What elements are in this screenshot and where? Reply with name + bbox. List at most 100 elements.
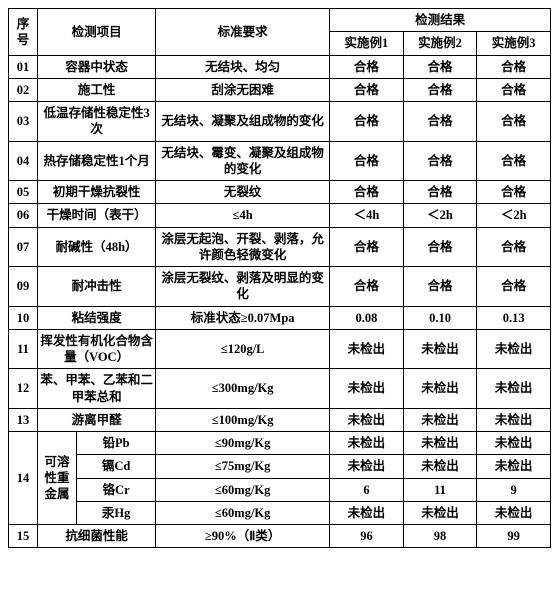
cell-v3: 合格: [477, 141, 551, 181]
cell-seq: 09: [9, 267, 38, 307]
cell-v1: 96: [330, 525, 404, 548]
cell-req: 无裂纹: [156, 181, 330, 204]
cell-group: 可溶性重金属: [37, 432, 76, 525]
table-row: 11 挥发性有机化合物含量（VOC） ≤120g/L 未检出 未检出 未检出: [9, 329, 551, 369]
cell-req: ≤60mg/Kg: [156, 478, 330, 501]
table-row: 09 耐冲击性 涂层无裂纹、剥落及明显的变化 合格 合格 合格: [9, 267, 551, 307]
cell-v1: 未检出: [330, 501, 404, 524]
cell-req: ≥90%（Ⅱ类）: [156, 525, 330, 548]
cell-seq: 12: [9, 369, 38, 409]
cell-v1: 合格: [330, 227, 404, 267]
cell-req: 刮涂无困难: [156, 78, 330, 101]
cell-seq: 15: [9, 525, 38, 548]
cell-item: 汞Hg: [77, 501, 156, 524]
cell-seq: 06: [9, 204, 38, 227]
cell-item: 施工性: [37, 78, 155, 101]
cell-v1: 未检出: [330, 369, 404, 409]
table-row: 铬Cr ≤60mg/Kg 6 11 9: [9, 478, 551, 501]
cell-v1: 未检出: [330, 455, 404, 478]
cell-v2: 合格: [403, 55, 477, 78]
cell-v1: 合格: [330, 267, 404, 307]
cell-v2: 未检出: [403, 455, 477, 478]
cell-item: 铅Pb: [77, 432, 156, 455]
cell-req: ≤90mg/Kg: [156, 432, 330, 455]
cell-v1: 未检出: [330, 432, 404, 455]
cell-v2: 合格: [403, 181, 477, 204]
cell-v2: 11: [403, 478, 477, 501]
cell-v1: 未检出: [330, 408, 404, 431]
header-item: 检测项目: [37, 9, 155, 56]
inspection-table: 序号 检测项目 标准要求 检测结果 实施例1 实施例2 实施例3 01 容器中状…: [8, 8, 551, 548]
table-row: 12 苯、甲苯、乙苯和二甲苯总和 ≤300mg/Kg 未检出 未检出 未检出: [9, 369, 551, 409]
cell-v2: 未检出: [403, 501, 477, 524]
cell-item: 游离甲醛: [37, 408, 155, 431]
table-row: 01 容器中状态 无结块、均匀 合格 合格 合格: [9, 55, 551, 78]
cell-v1: 0.08: [330, 306, 404, 329]
cell-v1: 合格: [330, 141, 404, 181]
header-req: 标准要求: [156, 9, 330, 56]
cell-v2: 未检出: [403, 369, 477, 409]
cell-v1: 未检出: [330, 329, 404, 369]
cell-item: 热存储稳定性1个月: [37, 141, 155, 181]
cell-seq: 14: [9, 432, 38, 525]
cell-req: ≤60mg/Kg: [156, 501, 330, 524]
cell-v1: ＜4h: [330, 204, 404, 227]
cell-v2: ＜2h: [403, 204, 477, 227]
table-row: 05 初期干燥抗裂性 无裂纹 合格 合格 合格: [9, 181, 551, 204]
cell-req: ≤300mg/Kg: [156, 369, 330, 409]
cell-item: 容器中状态: [37, 55, 155, 78]
cell-req: 涂层无裂纹、剥落及明显的变化: [156, 267, 330, 307]
table-row: 镉Cd ≤75mg/Kg 未检出 未检出 未检出: [9, 455, 551, 478]
cell-v2: 合格: [403, 267, 477, 307]
table-row: 10 粘结强度 标准状态≥0.07Mpa 0.08 0.10 0.13: [9, 306, 551, 329]
cell-item: 低温存储性稳定性3次: [37, 102, 155, 142]
cell-v2: 未检出: [403, 432, 477, 455]
cell-v3: 未检出: [477, 369, 551, 409]
cell-v3: 合格: [477, 227, 551, 267]
cell-v3: 合格: [477, 267, 551, 307]
table-row: 汞Hg ≤60mg/Kg 未检出 未检出 未检出: [9, 501, 551, 524]
cell-v3: 合格: [477, 78, 551, 101]
table-row: 04 热存储稳定性1个月 无结块、霉变、凝聚及组成物的变化 合格 合格 合格: [9, 141, 551, 181]
header-result: 检测结果: [330, 9, 551, 32]
table-row: 03 低温存储性稳定性3次 无结块、凝聚及组成物的变化 合格 合格 合格: [9, 102, 551, 142]
cell-seq: 01: [9, 55, 38, 78]
cell-v3: 未检出: [477, 408, 551, 431]
header-row-1: 序号 检测项目 标准要求 检测结果: [9, 9, 551, 32]
cell-req: 无结块、霉变、凝聚及组成物的变化: [156, 141, 330, 181]
cell-item: 镉Cd: [77, 455, 156, 478]
table-row: 14 可溶性重金属 铅Pb ≤90mg/Kg 未检出 未检出 未检出: [9, 432, 551, 455]
cell-v3: 9: [477, 478, 551, 501]
cell-req: 无结块、均匀: [156, 55, 330, 78]
table-row: 06 干燥时间（表干） ≤4h ＜4h ＜2h ＜2h: [9, 204, 551, 227]
header-r3: 实施例3: [477, 32, 551, 55]
table-row: 07 耐碱性（48h） 涂层无起泡、开裂、剥落，允许颜色轻微变化 合格 合格 合…: [9, 227, 551, 267]
cell-v1: 合格: [330, 55, 404, 78]
table-row: 13 游离甲醛 ≤100mg/Kg 未检出 未检出 未检出: [9, 408, 551, 431]
cell-req: 涂层无起泡、开裂、剥落，允许颜色轻微变化: [156, 227, 330, 267]
cell-item: 苯、甲苯、乙苯和二甲苯总和: [37, 369, 155, 409]
cell-item: 耐冲击性: [37, 267, 155, 307]
cell-v2: 未检出: [403, 329, 477, 369]
cell-v2: 合格: [403, 78, 477, 101]
cell-seq: 10: [9, 306, 38, 329]
cell-req: ≤120g/L: [156, 329, 330, 369]
cell-seq: 05: [9, 181, 38, 204]
cell-item: 耐碱性（48h）: [37, 227, 155, 267]
cell-v2: 未检出: [403, 408, 477, 431]
header-seq: 序号: [9, 9, 38, 56]
cell-v1: 合格: [330, 102, 404, 142]
cell-seq: 13: [9, 408, 38, 431]
cell-v1: 6: [330, 478, 404, 501]
cell-v2: 合格: [403, 102, 477, 142]
cell-v3: 合格: [477, 181, 551, 204]
cell-seq: 04: [9, 141, 38, 181]
cell-v3: 未检出: [477, 455, 551, 478]
table-row: 15 抗细菌性能 ≥90%（Ⅱ类） 96 98 99: [9, 525, 551, 548]
cell-seq: 02: [9, 78, 38, 101]
cell-v3: 99: [477, 525, 551, 548]
cell-v3: 0.13: [477, 306, 551, 329]
cell-req: ≤4h: [156, 204, 330, 227]
header-r2: 实施例2: [403, 32, 477, 55]
cell-item: 挥发性有机化合物含量（VOC）: [37, 329, 155, 369]
